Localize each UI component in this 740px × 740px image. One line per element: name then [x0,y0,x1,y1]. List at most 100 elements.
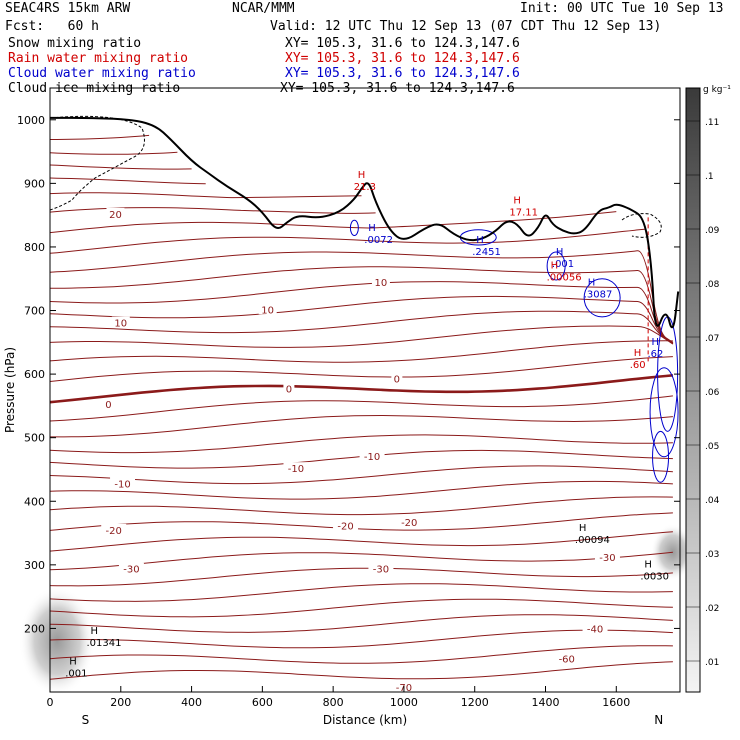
isotherm [49,340,673,363]
y-tick-label: 500 [24,432,45,445]
cloud-ice-shading-upper-right [650,524,695,581]
isotherm [49,465,673,485]
isotherm-label-bg [283,462,309,474]
isotherm [49,434,673,454]
colorbar-tick-label: .06 [705,388,720,398]
isotherm [49,449,673,469]
max-value-label: .001 [65,669,87,680]
isotherm [49,567,673,587]
colorbar-tick-label: .11 [705,118,719,128]
isotherm-label-bg [582,622,608,634]
north-end-label: N [654,713,663,727]
forecast-hour: Fcst: 60 h [5,19,99,34]
isotherm [49,551,673,571]
y-tick-label: 300 [24,559,45,572]
colorbar-tick-label: .08 [705,280,720,290]
isotherm-label-bg [359,450,385,462]
y-tick-label: 400 [24,495,45,508]
colorbar-tick-label: .09 [705,226,720,236]
isotherm [49,531,673,552]
isotherm-label: 20 [109,210,122,221]
isotherm [49,614,673,633]
max-marker-label: H [476,235,484,246]
isotherm [49,281,674,344]
y-tick-label: 200 [24,622,45,635]
colorbar-unit: g kg⁻¹ [703,85,731,95]
max-marker-label: H [513,196,521,207]
isotherm [49,310,674,345]
isotherm [49,645,673,664]
isotherm-label: -10 [288,464,304,475]
isotherm [49,207,376,214]
field-xy-rain: XY= 105.3, 31.6 to 124.3,147.6 [285,51,520,66]
max-marker-label: H [634,348,642,359]
isotherm-label-bg [396,516,422,528]
cloud-ice-shading-upper-left [19,586,96,697]
y-tick-label: 700 [24,305,45,318]
x-tick-label: 1200 [461,696,489,709]
max-marker-label: H [358,170,366,181]
isotherm-label: -30 [599,553,615,564]
isotherm-label-bg [106,207,125,219]
isotherm [49,356,673,382]
isotherm-label-bg [118,562,144,574]
cloud-water-contour [649,367,679,458]
isotherm-label: -40 [587,624,603,635]
isotherm-label: -10 [114,479,130,490]
y-tick-label: 800 [24,241,45,254]
cloud-water-contour [349,219,359,237]
max-value-label: 21.3 [354,182,376,193]
colorbar-tick-label: .04 [705,496,720,506]
init-time: Init: 00 UTC Tue 10 Sep 13 [520,1,724,16]
snow-contour-dashed [49,115,145,211]
south-end-label: S [82,713,90,727]
isotherm-label: -20 [106,526,122,537]
valid-time: Valid: 12 UTC Thu 12 Sep 13 (07 CDT Thu … [270,19,662,34]
isotherm [49,395,673,422]
isotherm-label: 10 [375,278,388,289]
isotherm-label: -30 [123,565,139,576]
contour-label-layer: -70-60-40-30 -30-30-20 -20 -20-10-10-100001… [65,170,669,694]
isotherm-label-bg [368,562,394,574]
isotherm [49,661,673,680]
y-tick-label: 600 [24,368,45,381]
colorbar-tick-label: .1 [705,172,714,182]
isotherm-label-bg [102,397,114,409]
max-value-label: .0072 [364,235,393,246]
field-xy-snow: XY= 105.3, 31.6 to 124.3,147.6 [285,36,520,51]
isotherm-label: 0 [394,375,400,386]
isotherm [49,192,362,199]
field-xy-cloud-water: XY= 105.3, 31.6 to 124.3,147.6 [285,66,520,81]
max-value-label: .2451 [472,247,501,258]
x-tick-label: 600 [252,696,273,709]
isotherm [49,496,673,516]
isotherm-label: -20 [337,521,353,532]
isotherm-label-bg [333,519,359,531]
max-value-label: .00056 [547,272,582,283]
colorbar-tick-label: .07 [705,334,719,344]
max-value-label: .001 [552,259,574,270]
isotherm-label: -20 [401,518,417,529]
isotherm [49,211,617,234]
colorbar: g kg⁻¹ .01 .02 .03 .04 .05 .06 .07 .08 .09 .1 .11 [685,85,731,693]
max-marker-label: H [368,223,376,234]
max-value-label: .3087 [584,290,613,301]
cloud-water-contour [652,430,670,483]
isotherm-label: -30 [373,565,389,576]
isotherm-label-bg [283,382,295,394]
x-tick-label: 1400 [532,696,560,709]
plot-frame [49,87,681,693]
isotherm [49,629,673,649]
isotherm [49,583,673,602]
isotherm [49,414,673,438]
max-marker-label: H [556,247,564,258]
isotherm-label: 0 [105,400,111,411]
x-axis-label: Distance (km) [323,713,407,727]
isotherm [49,250,674,343]
isotherm-label-bg [371,275,390,287]
isotherm-label-bg [258,303,277,315]
isotherm [49,151,178,155]
y-tick-label: 900 [24,177,45,190]
